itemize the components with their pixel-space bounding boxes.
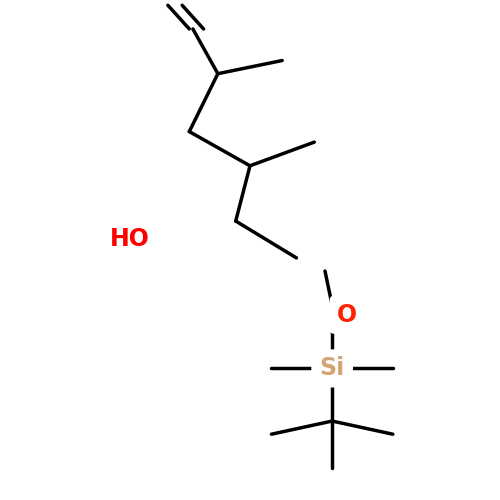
Text: Si: Si [320, 356, 345, 380]
Text: Si: Si [316, 354, 348, 383]
Text: HO: HO [110, 228, 150, 252]
Text: O: O [334, 300, 360, 329]
Text: HO: HO [99, 225, 150, 254]
Text: O: O [337, 302, 357, 326]
